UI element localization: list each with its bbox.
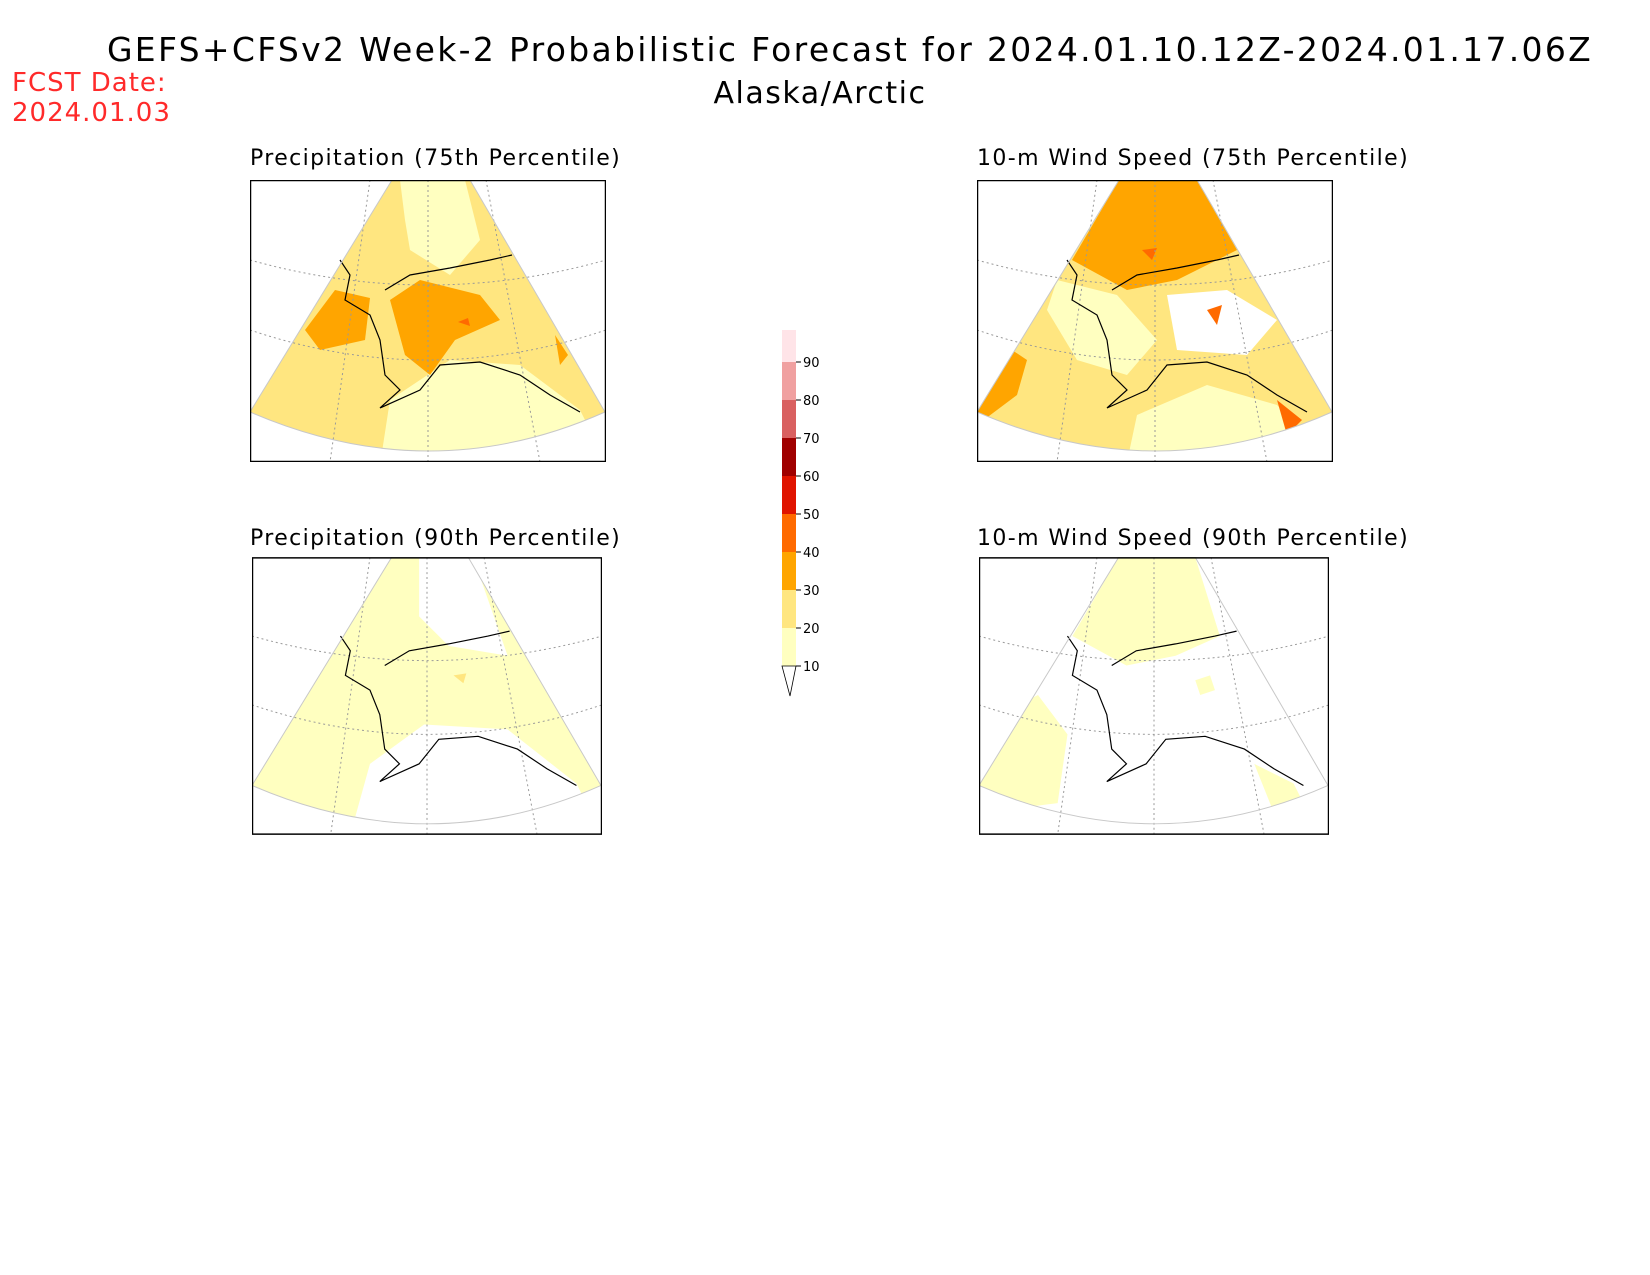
panel-title-precip-90: Precipitation (90th Percentile) xyxy=(250,526,622,551)
colorbar-label: 50 xyxy=(803,508,820,523)
colorbar-lower-arrow xyxy=(781,665,797,697)
colorbar-swatch xyxy=(782,362,796,400)
colorbar-label: 10 xyxy=(803,660,820,675)
colorbar-label: 80 xyxy=(803,394,820,409)
colorbar-label: 70 xyxy=(803,432,820,447)
forecast-date-value: 2024.01.03 xyxy=(12,98,171,128)
colorbar-label: 90 xyxy=(803,356,820,371)
colorbar-swatch xyxy=(782,628,796,666)
colorbar-swatch xyxy=(782,400,796,438)
page-title: GEFS+CFSv2 Week-2 Probabilistic Forecast… xyxy=(106,30,1594,69)
map-wind-90 xyxy=(979,557,1329,835)
map-precip-90 xyxy=(252,557,602,835)
colorbar-label: 20 xyxy=(803,622,820,637)
colorbar-label: 60 xyxy=(803,470,820,485)
colorbar-label: 40 xyxy=(803,546,820,561)
panel-title-wind-75: 10-m Wind Speed (75th Percentile) xyxy=(977,146,1410,171)
forecast-date-label: FCST Date: xyxy=(12,68,167,98)
page-subtitle: Alaska/Arctic xyxy=(713,76,927,111)
colorbar-swatch xyxy=(782,590,796,628)
panel-title-precip-75: Precipitation (75th Percentile) xyxy=(250,146,622,171)
panel-title-wind-90: 10-m Wind Speed (90th Percentile) xyxy=(977,526,1410,551)
map-wind-75 xyxy=(977,180,1333,462)
colorbar-label: 30 xyxy=(803,584,820,599)
map-precip-75 xyxy=(250,180,606,462)
colorbar-swatch xyxy=(782,514,796,552)
colorbar-swatch xyxy=(782,552,796,590)
color-legend: 10 20 30 40 50 60 70 80 90 xyxy=(781,330,820,697)
colorbar-swatch xyxy=(782,476,796,514)
colorbar-swatch xyxy=(782,330,796,362)
colorbar-swatch xyxy=(782,438,796,476)
